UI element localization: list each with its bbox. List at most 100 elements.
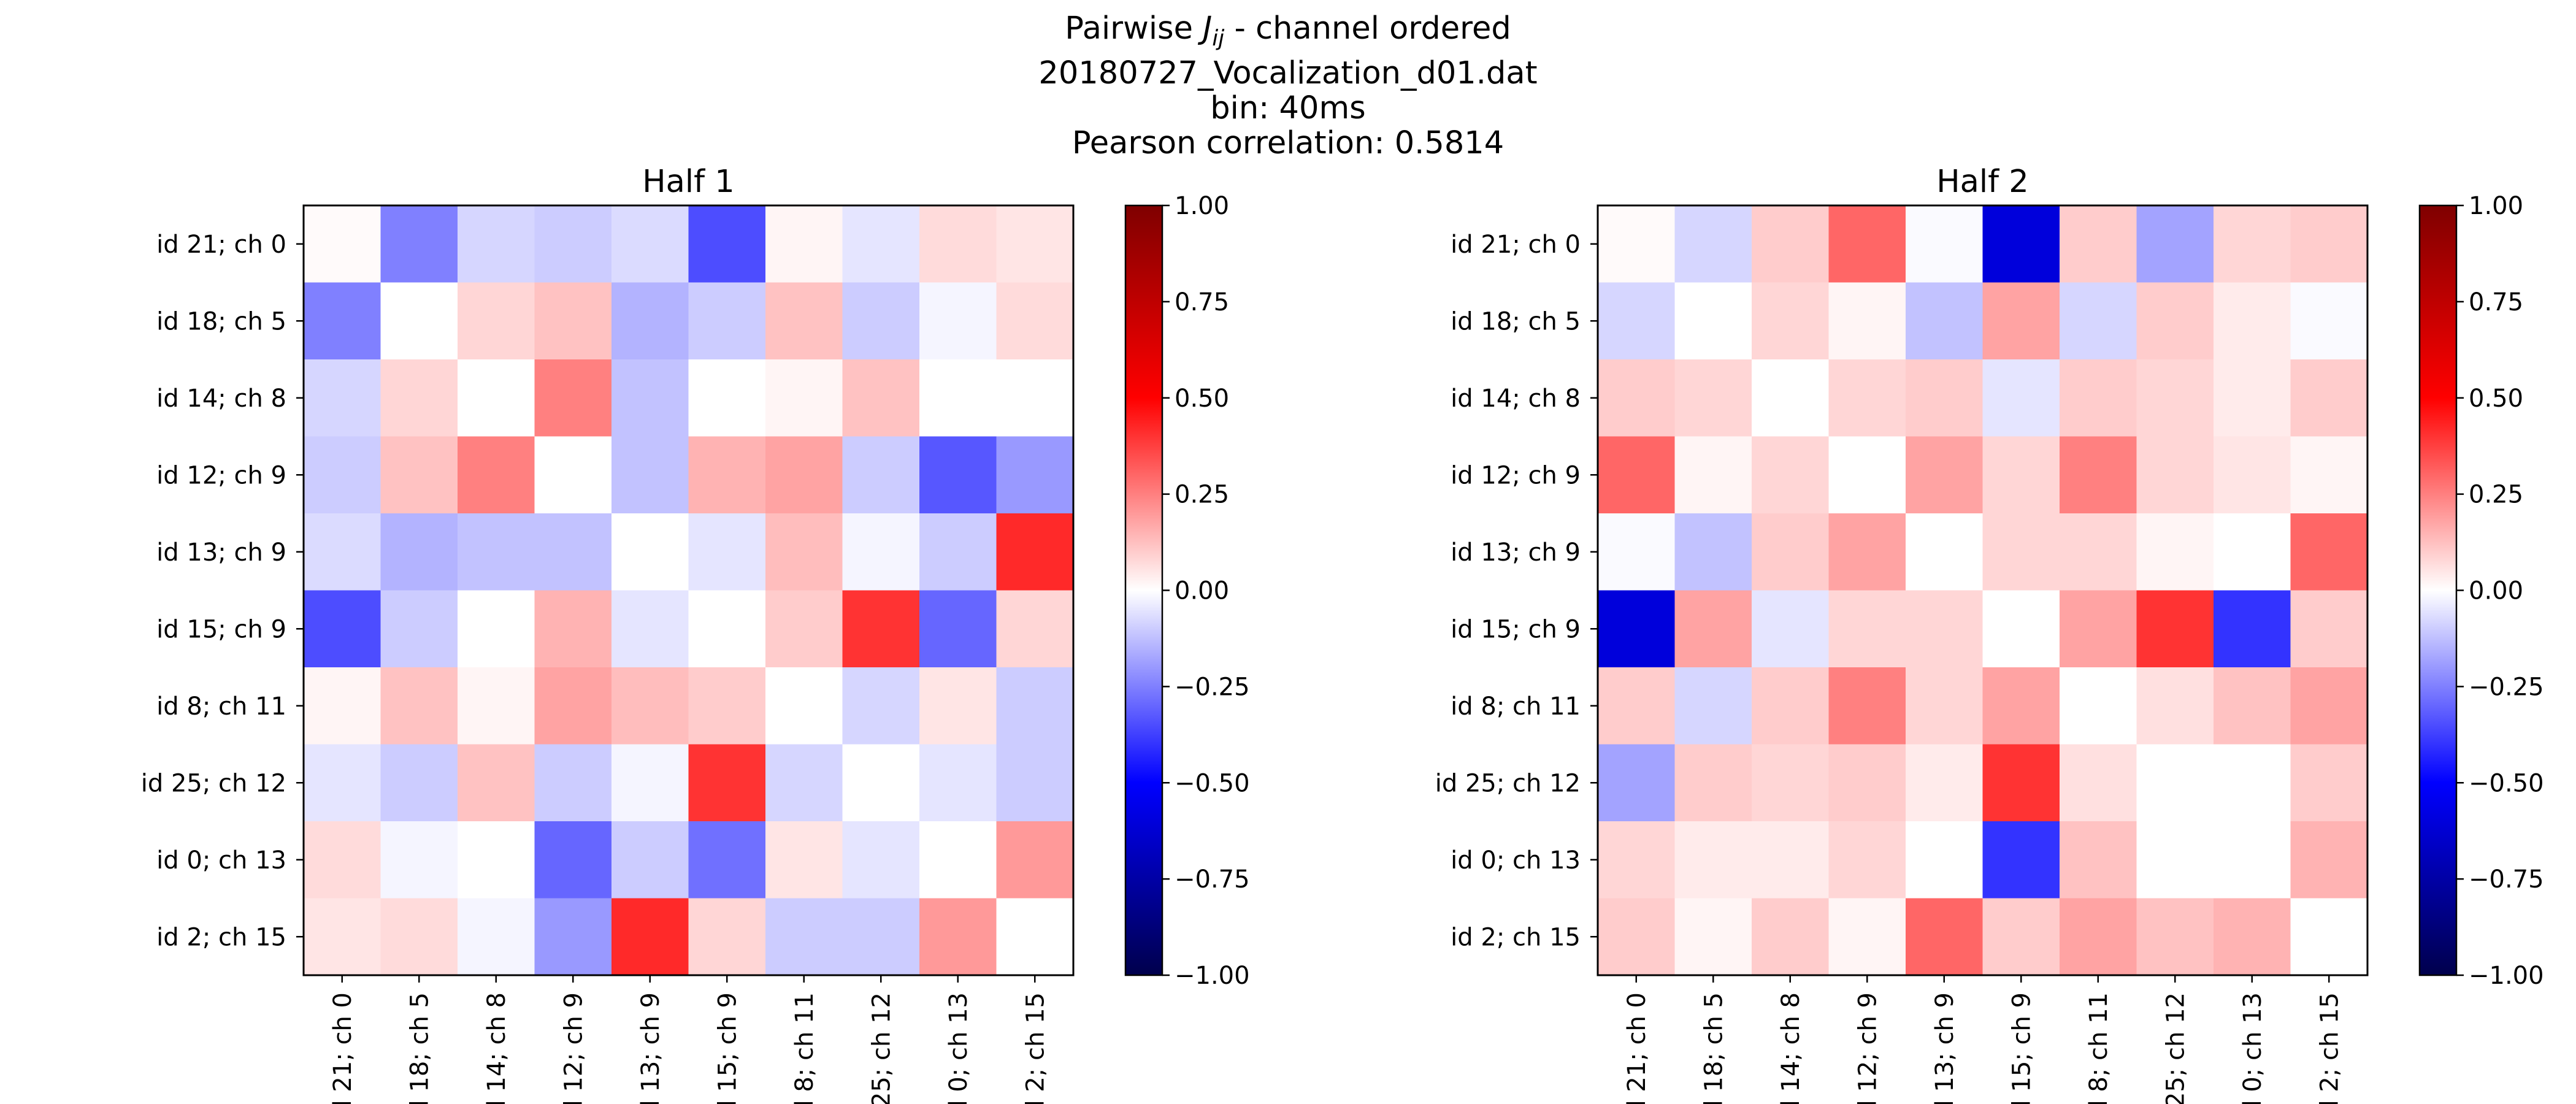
heatmap-cell xyxy=(2290,359,2368,437)
heatmap-cell xyxy=(2214,898,2291,976)
y-tick-label: id 25; ch 12 xyxy=(1435,769,1581,797)
figure-title: Pairwise Jij - channel ordered 20180727_… xyxy=(0,11,2576,161)
heatmap-cell xyxy=(380,282,458,360)
heatmap-cell xyxy=(1906,436,1984,514)
y-tick-label: id 8; ch 11 xyxy=(1451,692,1581,721)
heatmap-cell xyxy=(534,590,612,668)
y-tick-label: id 14; ch 8 xyxy=(156,385,286,413)
heatmap-cell xyxy=(380,436,458,514)
heatmap-cell xyxy=(765,898,843,976)
heatmap-cell xyxy=(2290,667,2368,745)
colorbar-tick-label: −0.25 xyxy=(1175,673,1250,701)
heatmap-cell xyxy=(1906,821,1984,899)
heatmap-cell xyxy=(458,205,535,283)
heatmap-cell xyxy=(996,513,1074,591)
heatmap-cell xyxy=(842,282,920,360)
heatmap-cell xyxy=(1598,436,1676,514)
heatmap-cell xyxy=(688,359,766,437)
heatmap-cell xyxy=(2060,744,2137,822)
heatmap-cell xyxy=(458,898,535,976)
heatmap-cell xyxy=(1752,205,1830,283)
x-tick-label: id 2; ch 15 xyxy=(2315,992,2344,1104)
heatmap-cell xyxy=(2214,282,2291,360)
y-tick-label: id 21; ch 0 xyxy=(156,231,286,259)
title-bin-line: bin: 40ms xyxy=(1210,90,1366,127)
heatmap-cell xyxy=(534,359,612,437)
heatmap-cell xyxy=(919,205,997,283)
heatmap-cell xyxy=(2060,667,2137,745)
heatmap-cell xyxy=(1674,898,1752,976)
heatmap-cell xyxy=(919,898,997,976)
y-tick-label: id 12; ch 9 xyxy=(156,461,286,489)
heatmap-cell xyxy=(2060,513,2137,591)
heatmap-cell xyxy=(304,205,381,283)
heatmap-cell xyxy=(1674,590,1752,668)
heatmap-cell xyxy=(2214,744,2291,822)
x-tick-label: id 8; ch 11 xyxy=(2085,992,2113,1104)
heatmap-cell xyxy=(380,513,458,591)
heatmap-cell xyxy=(1906,744,1984,822)
heatmap-cell xyxy=(458,282,535,360)
heatmap-cell xyxy=(534,744,612,822)
heatmap-cell xyxy=(765,282,843,360)
heatmap-cell xyxy=(919,513,997,591)
heatmap-cell xyxy=(458,744,535,822)
heatmap-cell xyxy=(919,282,997,360)
heatmap-cell xyxy=(380,359,458,437)
heatmap-cell xyxy=(1982,744,2060,822)
heatmap-cell xyxy=(534,436,612,514)
heatmap-cell xyxy=(1598,205,1676,283)
x-tick-label: id 18; ch 5 xyxy=(1700,992,1728,1104)
heatmap-cell xyxy=(688,436,766,514)
heatmap-cell xyxy=(1752,282,1830,360)
heatmap-cell xyxy=(2060,590,2137,668)
heatmap-cell xyxy=(919,436,997,514)
heatmap-cell xyxy=(765,513,843,591)
heatmap-cell xyxy=(1828,359,1906,437)
plot-frame xyxy=(302,204,1075,976)
heatmap-cell xyxy=(688,667,766,745)
heatmap-cell xyxy=(1674,744,1752,822)
heatmap-cell xyxy=(2290,744,2368,822)
x-tick-label: id 21; ch 0 xyxy=(329,992,357,1104)
heatmap-cell xyxy=(765,205,843,283)
colorbar-tick-label: 1.00 xyxy=(1175,192,1229,220)
x-tick-label: id 25; ch 12 xyxy=(2161,992,2190,1104)
heatmap-cell xyxy=(458,667,535,745)
heatmap-cell xyxy=(2060,436,2137,514)
heatmap-cell xyxy=(1982,436,2060,514)
title-file-line: 20180727_Vocalization_d01.dat xyxy=(1038,55,1538,92)
colorbar-tick-label: 0.25 xyxy=(1175,481,1229,509)
heatmap-cell xyxy=(1752,513,1830,591)
heatmap-cell xyxy=(2290,821,2368,899)
heatmap-cell xyxy=(1982,898,2060,976)
colorbar-tick-label: 0.50 xyxy=(2469,385,2523,413)
y-tick-label: id 12; ch 9 xyxy=(1451,461,1581,489)
heatmap-cell xyxy=(380,205,458,283)
heatmap-cell xyxy=(611,205,689,283)
heatmap-cell xyxy=(611,436,689,514)
heatmap-cell xyxy=(688,282,766,360)
heatmap-cell xyxy=(1828,205,1906,283)
heatmap-cell xyxy=(1828,744,1906,822)
colorbar-tick-label: 0.75 xyxy=(1175,288,1229,316)
heatmap-cell xyxy=(842,513,920,591)
heatmap-cell xyxy=(765,590,843,668)
heatmap-cell xyxy=(380,667,458,745)
heatmap-cell xyxy=(1828,282,1906,360)
heatmap-cell xyxy=(1828,667,1906,745)
y-tick-label: id 0; ch 13 xyxy=(1451,846,1581,875)
heatmap-cell xyxy=(2136,898,2214,976)
heatmap-cell xyxy=(534,667,612,745)
heatmap-cell xyxy=(1906,205,1984,283)
heatmap-cell xyxy=(842,359,920,437)
heatmap-cell xyxy=(534,898,612,976)
heatmap-cell xyxy=(842,205,920,283)
heatmap-cell xyxy=(1906,590,1984,668)
heatmap-cell xyxy=(2214,513,2291,591)
heatmap-cell xyxy=(919,667,997,745)
title-subscript: ij xyxy=(1212,26,1225,52)
y-tick-label: id 25; ch 12 xyxy=(141,769,286,797)
heatmap-cell xyxy=(1598,898,1676,976)
